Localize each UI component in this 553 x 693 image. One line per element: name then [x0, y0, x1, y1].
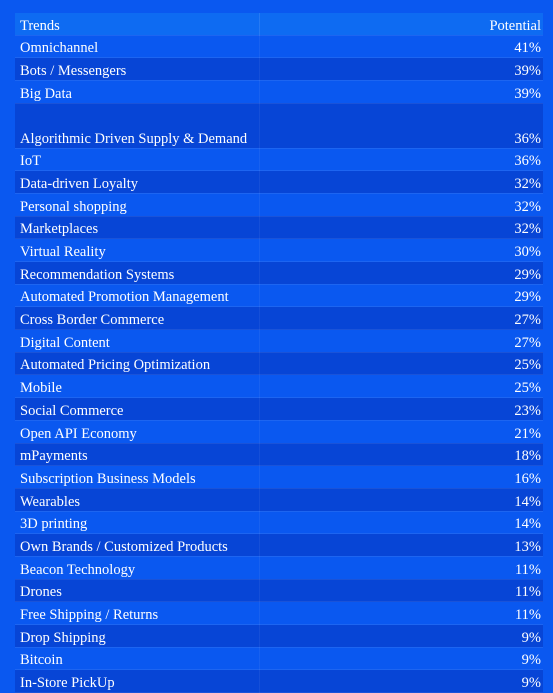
potential-value-cell: 14% — [259, 488, 543, 512]
table-row: Automated Promotion Management 29% — [15, 284, 543, 308]
trend-name-cell: Mobile — [15, 374, 260, 399]
trend-name-cell: Own Brands / Customized Products — [15, 533, 260, 557]
trend-name-cell: Social Commerce — [15, 397, 260, 421]
potential-value-cell: 25% — [259, 374, 543, 399]
table-row: mPayments 18% — [15, 443, 543, 467]
trends-table: Trends Potential Omnichannel 41% Bots / Me… — [15, 13, 543, 693]
header-row: Trends Potential — [15, 13, 543, 36]
potential-value-cell: 27% — [259, 306, 543, 331]
trend-name-cell: Marketplaces — [15, 216, 260, 240]
table-row: Virtual Reality 30% — [15, 238, 543, 262]
table-row: Drones 11% — [15, 579, 543, 603]
trend-name-cell: In-Store PickUp — [15, 669, 260, 693]
table-row: In-Store PickUp 9% — [15, 669, 543, 693]
potential-value-cell: 13% — [259, 533, 543, 557]
potential-value-cell: 29% — [259, 261, 543, 285]
potential-value-cell: 30% — [259, 238, 543, 262]
potential-value-cell: 32% — [259, 193, 543, 217]
table-row: Bitcoin 9% — [15, 647, 543, 671]
potential-value-cell: 29% — [259, 284, 543, 308]
potential-value-cell: 11% — [259, 556, 543, 580]
trend-name-cell: Open API Economy — [15, 420, 260, 444]
table-row: Beacon Technology 11% — [15, 556, 543, 580]
table-row: Cross Border Commerce 27% — [15, 306, 543, 331]
trend-name-cell: Recommendation Systems — [15, 261, 260, 285]
column-header-trends: Trends — [15, 13, 260, 36]
table-row: Personal shopping 32% — [15, 193, 543, 217]
column-header-potential: Potential — [259, 13, 543, 36]
trend-name-cell: Digital Content — [15, 329, 260, 353]
table-row: Omnichannel 41% — [15, 35, 543, 59]
table-row: Recommendation Systems 29% — [15, 261, 543, 285]
potential-value-cell: 32% — [259, 170, 543, 194]
potential-value-cell: 11% — [259, 579, 543, 603]
potential-value-cell: 41% — [259, 35, 543, 59]
table-row: Free Shipping / Returns 11% — [15, 601, 543, 625]
potential-value-cell: 39% — [259, 80, 543, 104]
table-row: Automated Pricing Optimization 25% — [15, 352, 543, 376]
trend-name-cell: Algorithmic Driven Supply & Demand — [15, 103, 260, 149]
trend-name-cell: Big Data — [15, 80, 260, 104]
table-row: Own Brands / Customized Products 13% — [15, 533, 543, 557]
trend-name-cell: Automated Promotion Management — [15, 284, 260, 308]
potential-value-cell: 32% — [259, 216, 543, 240]
table-row: Digital Content 27% — [15, 329, 543, 353]
trends-table-container: Trends Potential Omnichannel 41% Bots / Me… — [15, 13, 543, 693]
potential-value-cell: 11% — [259, 601, 543, 625]
potential-value-cell: 23% — [259, 397, 543, 421]
trend-name-cell: Beacon Technology — [15, 556, 260, 580]
trend-name-cell: Bots / Messengers — [15, 57, 260, 81]
trend-name-cell: Bitcoin — [15, 647, 260, 671]
trend-name-cell: Drop Shipping — [15, 624, 260, 648]
trend-name-cell: Free Shipping / Returns — [15, 601, 260, 625]
table-row: Wearables 14% — [15, 488, 543, 512]
trend-name-cell: Omnichannel — [15, 35, 260, 59]
table-row: Mobile 25% — [15, 374, 543, 399]
potential-value-cell: 9% — [259, 669, 543, 693]
trend-name-cell: 3D printing — [15, 511, 260, 535]
trend-name-cell: Data-driven Loyalty — [15, 170, 260, 194]
trend-name-cell: mPayments — [15, 443, 260, 467]
table-row: Marketplaces 32% — [15, 216, 543, 240]
table-row: Algorithmic Driven Supply & Demand 36% — [15, 103, 543, 149]
table-row: Drop Shipping 9% — [15, 624, 543, 648]
table-row: 3D printing 14% — [15, 511, 543, 535]
potential-value-cell: 27% — [259, 329, 543, 353]
trend-name-cell: Drones — [15, 579, 260, 603]
table-row: Social Commerce 23% — [15, 397, 543, 421]
table-row: Bots / Messengers 39% — [15, 57, 543, 81]
potential-value-cell: 9% — [259, 624, 543, 648]
trend-name-cell: Personal shopping — [15, 193, 260, 217]
table-row: Big Data 39% — [15, 80, 543, 104]
potential-value-cell: 18% — [259, 443, 543, 467]
potential-value-cell: 25% — [259, 352, 543, 376]
trend-name-cell: Wearables — [15, 488, 260, 512]
potential-value-cell: 36% — [259, 103, 543, 149]
table-row: IoT 36% — [15, 148, 543, 172]
trend-name-cell: IoT — [15, 148, 260, 172]
trend-name-cell: Cross Border Commerce — [15, 306, 260, 331]
potential-value-cell: 21% — [259, 420, 543, 444]
potential-value-cell: 39% — [259, 57, 543, 81]
table-body: Omnichannel 41% Bots / Messengers 39% Big Da… — [15, 35, 543, 693]
potential-value-cell: 9% — [259, 647, 543, 671]
potential-value-cell: 14% — [259, 511, 543, 535]
trend-name-cell: Subscription Business Models — [15, 465, 260, 489]
table-row: Open API Economy 21% — [15, 420, 543, 444]
potential-value-cell: 36% — [259, 148, 543, 172]
table-row: Subscription Business Models 16% — [15, 465, 543, 489]
potential-value-cell: 16% — [259, 465, 543, 489]
trend-name-cell: Virtual Reality — [15, 238, 260, 262]
table-row: Data-driven Loyalty 32% — [15, 170, 543, 194]
trend-name-cell: Automated Pricing Optimization — [15, 352, 260, 376]
